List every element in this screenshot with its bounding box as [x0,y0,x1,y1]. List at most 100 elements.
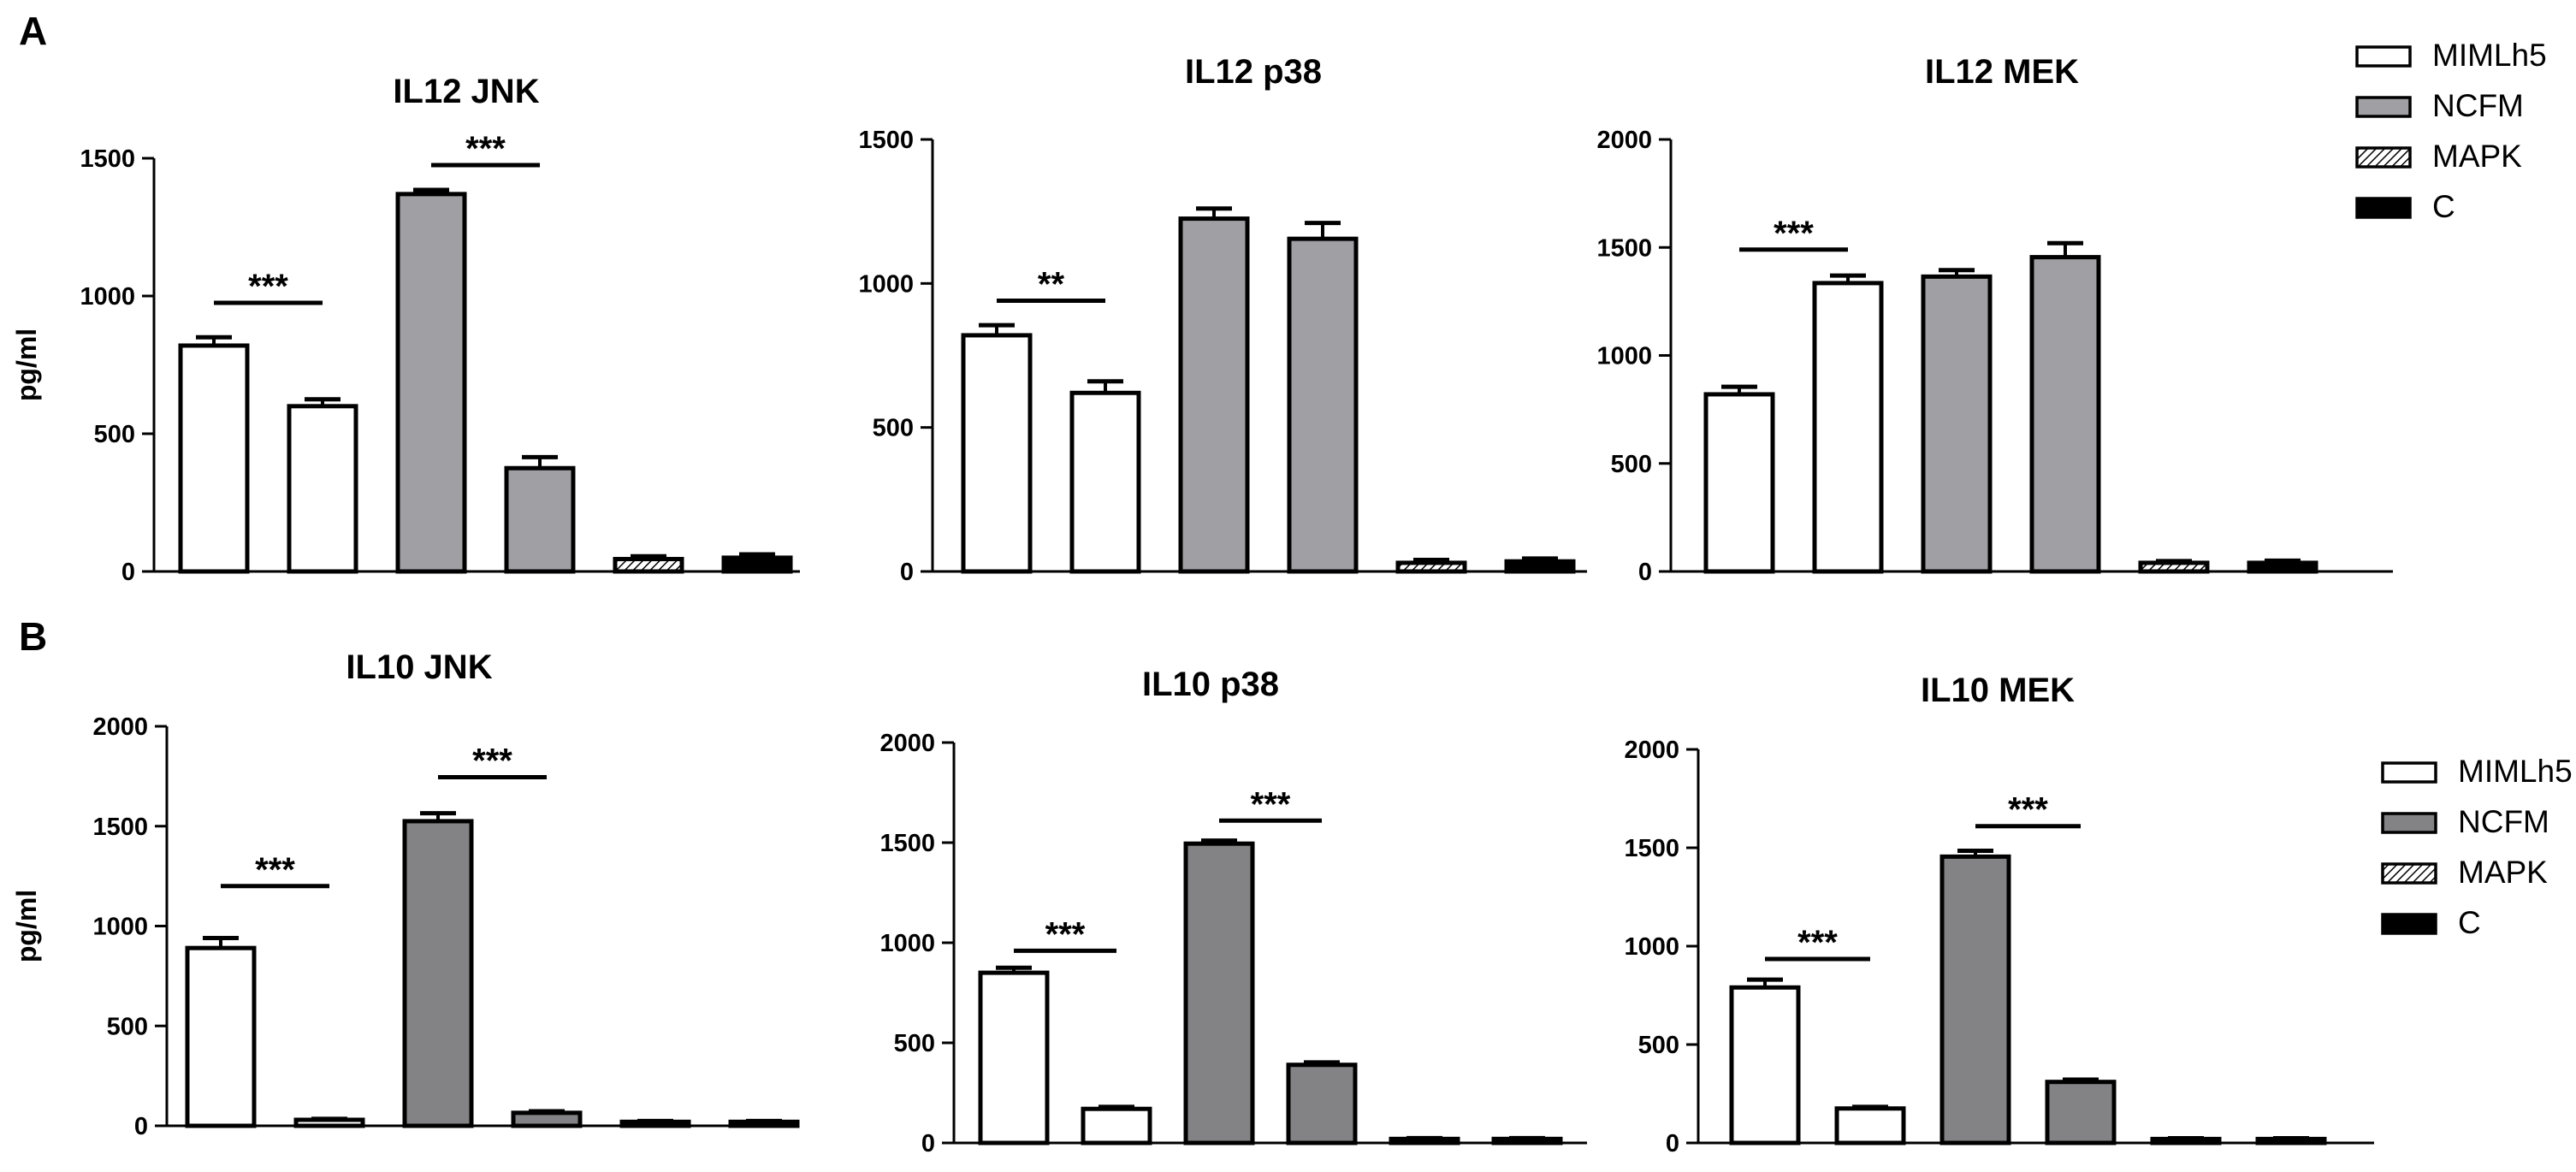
y-tick-label: 0 [1638,559,1652,586]
bar [1921,274,1993,574]
bar [1183,841,1255,1145]
chart-1: IL12 p38 0 500 1000 1500 ** [858,53,1587,586]
bar [2138,560,2210,574]
bar [1286,1062,1358,1145]
y-tick-label: 0 [1666,1130,1679,1157]
legend-top: MIMLh5 NCFM MAPK C [2355,38,2547,224]
legend-swatch [2381,761,2437,784]
legend-swatch [2381,812,2437,834]
bar [721,555,793,574]
y-axis-label: pg/ml [11,890,42,962]
bar [1834,1106,1906,1145]
bar [613,557,684,574]
bar [1504,559,1576,574]
chart-5: IL10 MEK 0 500 1000 1500 2000 *** *** [1624,672,2374,1157]
legend-label: MAPK [2458,855,2548,890]
legend-label: C [2432,189,2455,224]
legend-label: MIMLh5 [2458,754,2573,789]
y-tick-label: 0 [121,559,135,586]
significance-label: *** [1251,785,1291,823]
bar [1395,560,1467,574]
significance-label: ** [1038,266,1065,304]
bar [978,970,1050,1145]
y-tick-label: 0 [900,559,914,586]
legend-swatch [2355,96,2412,118]
significance-label: *** [472,743,512,780]
legend-label: C [2458,905,2481,940]
charts: IL12 JNK 0 500 1000 1500 pg/ml *** *** IL12 p38 0… [11,53,2393,1157]
chart-0: IL12 JNK 0 500 1000 1500 pg/ml *** *** [11,73,800,586]
chart-title: IL12 JNK [393,73,539,110]
y-tick-label: 0 [134,1113,148,1140]
y-axis-label: pg/ml [11,329,42,401]
significance-label: *** [1045,915,1086,953]
y-tick-label: 1500 [80,145,135,173]
y-tick-label: 1000 [92,914,148,941]
chart-title: IL10 p38 [1142,666,1279,703]
bar [1703,392,1775,574]
y-tick-label: 2000 [92,713,148,741]
y-tick-label: 2000 [1596,127,1652,154]
chart-4: IL10 p38 0 500 1000 1500 2000 *** *** [879,666,1587,1157]
y-tick-label: 1000 [1624,933,1679,961]
bar [2247,560,2318,574]
panel-letter-b: B [19,614,47,659]
significance-label: *** [255,851,295,889]
y-tick-label: 1000 [80,283,135,311]
y-tick-label: 1000 [858,270,914,298]
bar [395,192,467,574]
bar [511,1110,583,1128]
legend-swatch [2355,197,2412,219]
y-tick-label: 500 [873,415,914,442]
y-tick-label: 1500 [858,127,914,154]
bar [2045,1080,2117,1145]
chart-2: IL12 MEK 0 500 1000 1500 2000 *** [1596,53,2393,586]
y-tick-label: 500 [1611,451,1652,478]
y-tick-label: 1500 [1624,835,1679,862]
legend-label: NCFM [2458,804,2549,839]
legend-swatch [2381,862,2437,885]
bar [1287,236,1359,574]
legend-swatch [2355,146,2412,169]
bar [185,945,257,1128]
y-tick-label: 1000 [1596,343,1652,370]
chart-title: IL12 MEK [1925,53,2079,91]
legend-bottom: MIMLh5 NCFM MAPK C [2381,754,2573,940]
bar [961,333,1033,574]
y-tick-label: 1500 [879,830,935,857]
y-tick-label: 500 [94,421,135,448]
bar [287,404,358,574]
significance-label: *** [1774,215,1814,252]
chart-title: IL10 JNK [346,648,492,686]
bar [1178,216,1250,574]
y-tick-label: 2000 [879,730,935,757]
bar [178,343,250,574]
legend-label: MAPK [2432,139,2522,174]
bar [402,819,474,1128]
chart-3: IL10 JNK 0 500 1000 1500 2000 pg/ml *** *** [11,648,800,1140]
y-tick-label: 500 [1638,1032,1679,1059]
legend-swatch [2381,913,2437,935]
bar [1069,390,1141,574]
bar [2029,255,2101,574]
y-tick-label: 1500 [1596,234,1652,262]
bar [1812,281,1884,574]
legend-label: MIMLh5 [2432,38,2547,73]
significance-label: *** [1797,924,1838,962]
panel-letter-a: A [19,9,47,53]
y-tick-label: 0 [921,1130,935,1157]
bar [1081,1106,1152,1145]
significance-label: *** [2008,791,2048,829]
bar [1729,985,1801,1145]
bar [1939,854,2011,1145]
y-tick-label: 1000 [879,930,935,957]
chart-title: IL10 MEK [1921,672,2075,709]
y-tick-label: 500 [894,1030,935,1057]
legend-label: NCFM [2432,88,2524,123]
bar [504,465,576,574]
y-tick-label: 1500 [92,814,148,841]
chart-title: IL12 p38 [1185,53,1322,91]
significance-label: *** [465,130,506,168]
y-tick-label: 2000 [1624,737,1679,764]
